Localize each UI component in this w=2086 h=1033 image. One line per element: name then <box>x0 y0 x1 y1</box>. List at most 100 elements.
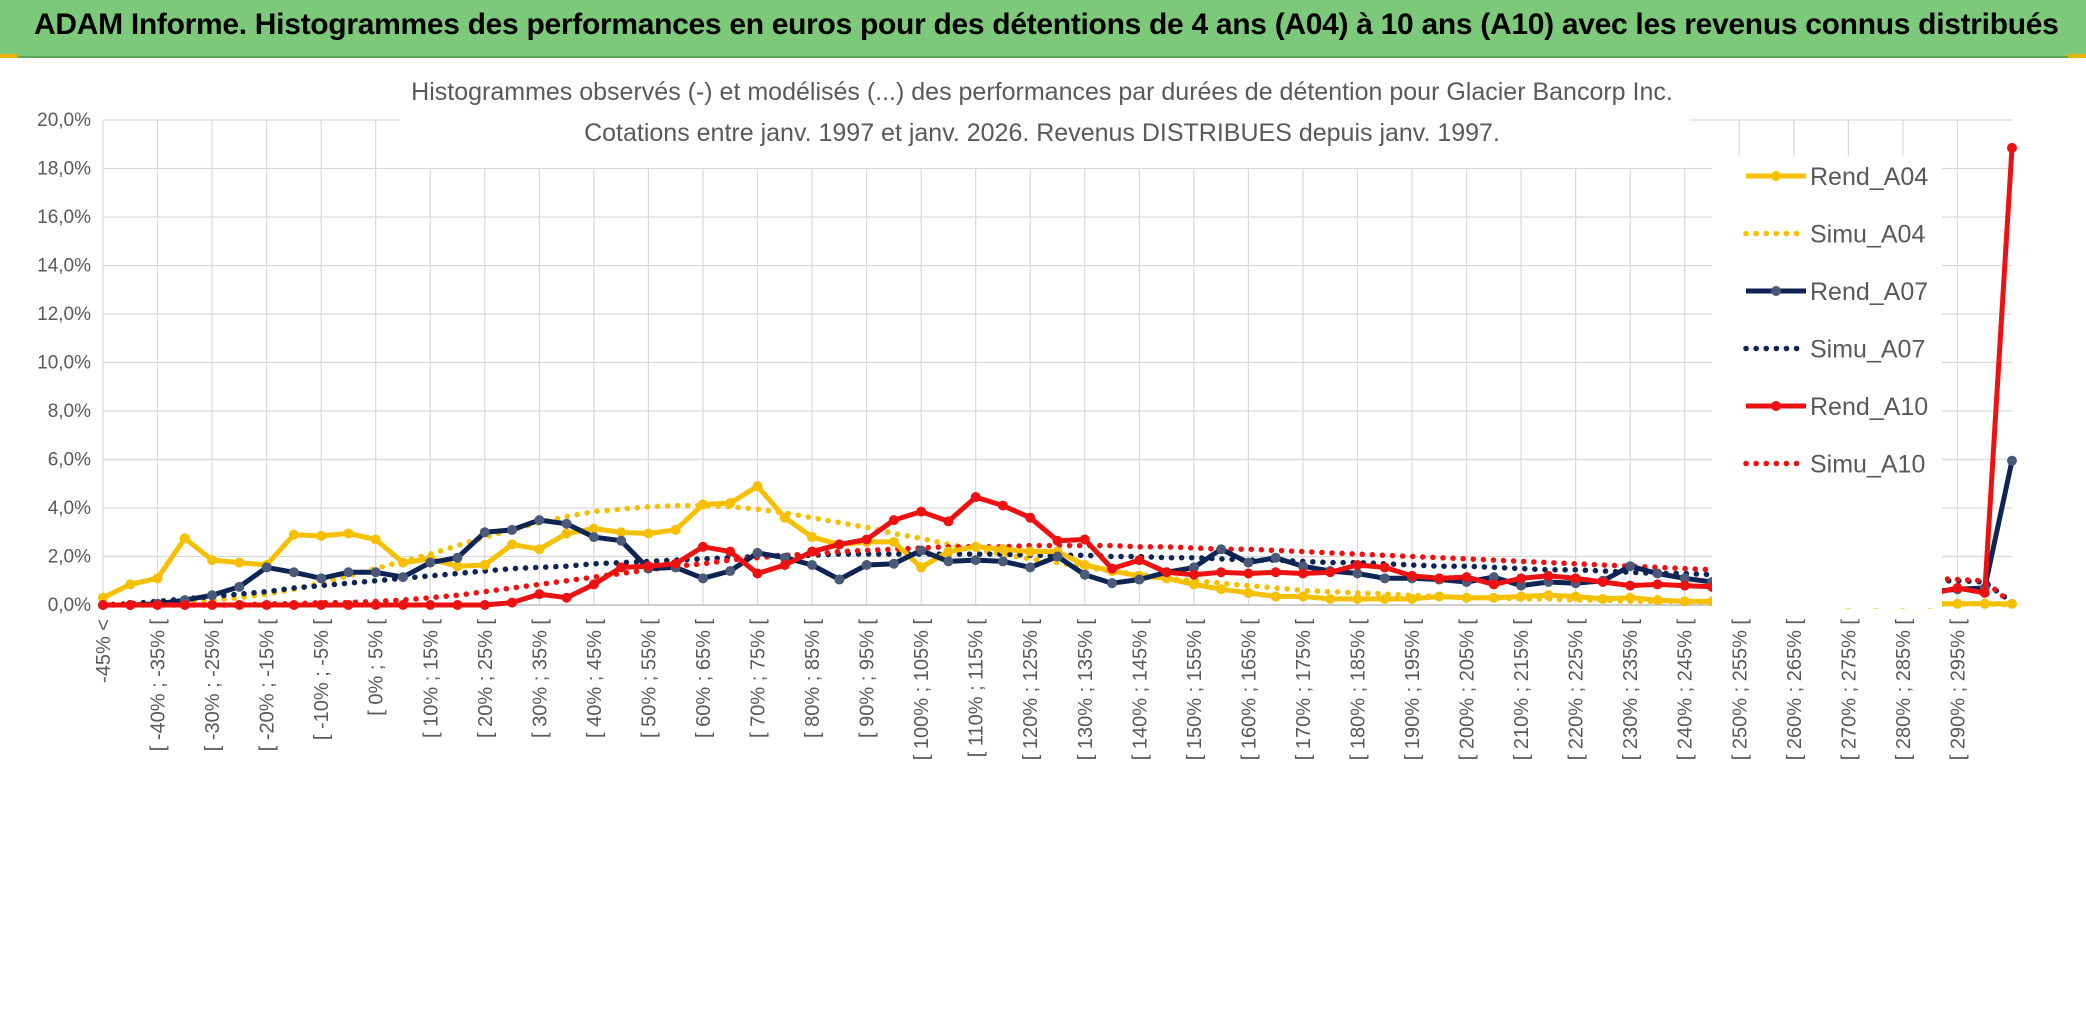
data-point <box>370 600 381 610</box>
data-point <box>425 600 436 610</box>
x-tick-label: [ -10% ; -5% [ <box>311 619 333 741</box>
x-tick-label: [ 30% ; 35% [ <box>529 619 551 738</box>
data-point <box>452 552 463 563</box>
legend-item-Rend_A10: Rend_A10 <box>1746 393 1928 421</box>
data-point <box>670 558 681 569</box>
x-tick-label: [ 180% ; 185% [ <box>1347 619 1369 761</box>
data-point <box>1270 591 1281 602</box>
data-point <box>1025 562 1036 573</box>
data-point <box>779 559 790 570</box>
data-point <box>152 600 163 610</box>
data-point <box>1679 580 1690 591</box>
chart-svg: 0,0% 2,0% 4,0% 6,0% 8,0% 10,0% 12,0% 14,0% 16,0%… <box>37 60 2017 761</box>
data-point <box>725 566 736 577</box>
data-point <box>1625 580 1636 591</box>
x-axis: -45% < [ -40% ; -35% [[ -30% ; -25% [[ -2… <box>93 604 2012 761</box>
legend-item-Simu_A10: Simu_A10 <box>1743 451 1925 479</box>
data-point <box>834 539 845 550</box>
data-point <box>561 592 572 603</box>
x-tick-label: [ 50% ; 55% [ <box>638 619 660 738</box>
data-point <box>1052 535 1063 546</box>
data-point <box>588 579 599 590</box>
x-tick-label: [ 90% ; 95% [ <box>857 619 879 738</box>
data-point <box>316 600 327 610</box>
data-point <box>1488 592 1499 603</box>
x-tick-label: [ 0% ; 5% [ <box>366 619 388 716</box>
x-tick-label: [ 290% ; 295% [ <box>1947 619 1969 761</box>
data-point <box>1597 593 1608 604</box>
x-tick-label: [ 190% ; 195% [ <box>1402 619 1424 761</box>
x-tick-label: [ 130% ; 135% [ <box>1075 619 1097 761</box>
x-tick-label: [ -20% ; -15% [ <box>257 619 279 752</box>
data-point <box>343 567 354 578</box>
data-point <box>425 557 436 568</box>
data-point <box>1516 573 1527 584</box>
data-point <box>725 546 736 557</box>
y-tick-label: 16,0% <box>37 207 91 228</box>
x-tick-label: [ 120% ; 125% [ <box>1020 619 1042 761</box>
data-point <box>970 555 981 566</box>
x-tick-label: [ 170% ; 175% [ <box>1293 619 1315 761</box>
legend: Rend_A04 Simu_A04 Rend_A07 Simu_A07 Rend_A10… <box>1712 156 1942 608</box>
data-point <box>888 536 899 547</box>
data-point <box>1407 593 1418 604</box>
legend-marker <box>1771 171 1781 181</box>
data-point <box>1216 567 1227 578</box>
legend-label: Simu_A04 <box>1810 221 1925 249</box>
data-point <box>98 592 108 603</box>
data-point <box>970 541 981 552</box>
data-point <box>534 589 545 600</box>
data-point <box>179 600 190 610</box>
data-point <box>1652 595 1663 606</box>
data-point <box>861 559 872 570</box>
data-point <box>561 518 572 529</box>
x-tick-label: [ 260% ; 265% [ <box>1784 619 1806 761</box>
data-point <box>752 547 763 558</box>
data-point <box>1543 570 1554 581</box>
data-point <box>1461 592 1472 603</box>
data-point <box>616 535 627 546</box>
data-point <box>1025 546 1036 557</box>
legend-label: Rend_A10 <box>1810 393 1928 421</box>
series-Rend_A04 <box>98 481 2017 609</box>
data-point <box>670 524 681 535</box>
data-point <box>261 562 272 573</box>
data-point <box>397 572 408 583</box>
data-point <box>1216 544 1227 555</box>
data-point <box>1461 572 1472 583</box>
data-point <box>2007 142 2017 153</box>
data-point <box>125 600 136 610</box>
legend-label: Simu_A07 <box>1810 336 1925 364</box>
data-point <box>1488 579 1499 590</box>
data-point <box>1434 591 1445 602</box>
data-point <box>207 600 218 610</box>
data-point <box>1625 561 1636 572</box>
x-tick-label: [ 10% ; 15% [ <box>420 619 442 738</box>
legend-label: Rend_A04 <box>1810 163 1928 191</box>
data-point <box>697 573 708 584</box>
data-point <box>1379 562 1390 573</box>
data-point <box>534 515 545 526</box>
y-tick-label: 6,0% <box>48 450 91 471</box>
data-point <box>1543 590 1554 601</box>
x-tick-label: [ 280% ; 285% [ <box>1893 619 1915 761</box>
legend-item-Rend_A07: Rend_A07 <box>1746 278 1928 306</box>
data-point <box>234 581 245 592</box>
data-point <box>1270 567 1281 578</box>
y-tick-label: 20,0% <box>37 110 91 131</box>
data-point <box>1325 567 1336 578</box>
data-point <box>316 573 327 584</box>
x-tick-label: [ 270% ; 275% [ <box>1838 619 1860 761</box>
data-point <box>125 579 136 590</box>
data-point <box>1516 591 1527 602</box>
data-point <box>997 500 1008 511</box>
data-point <box>807 559 818 570</box>
x-tick-label: [ 100% ; 105% [ <box>911 619 933 761</box>
series-Simu_A07 <box>100 551 2015 608</box>
series-line <box>100 551 2015 608</box>
data-point <box>98 600 108 610</box>
data-point <box>807 546 818 557</box>
data-point <box>1107 578 1118 589</box>
data-point <box>861 534 872 545</box>
data-point <box>752 481 763 492</box>
